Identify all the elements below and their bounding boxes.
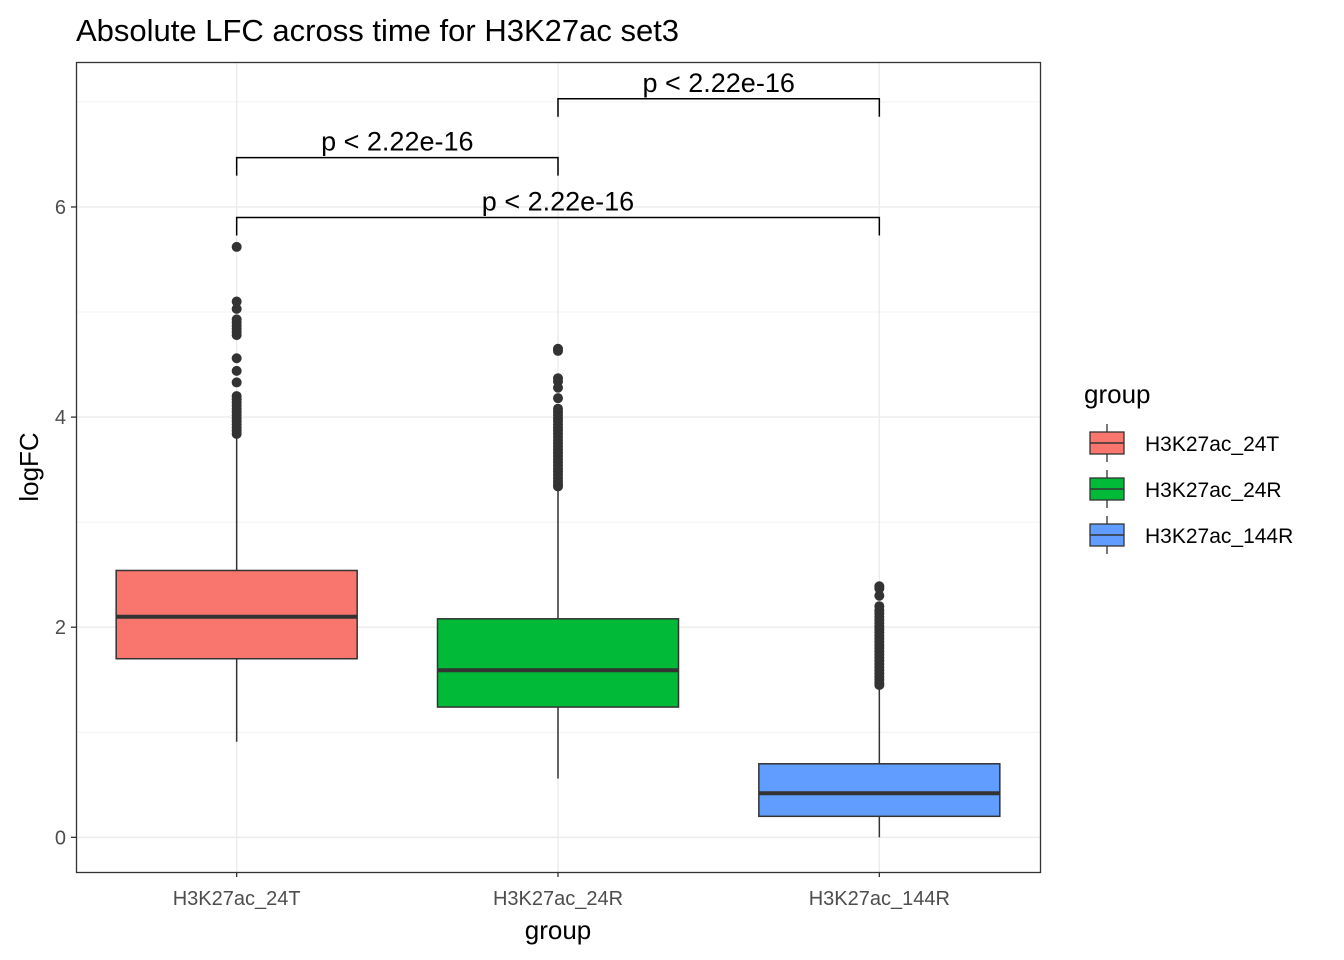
legend-item: H3K27ac_144R — [1089, 516, 1293, 554]
box-iqr — [436, 618, 680, 708]
y-axis-label: logFC — [14, 432, 44, 501]
significance-bracket: p < 2.22e-16 — [235, 127, 559, 176]
bracket-line — [557, 98, 881, 117]
significance-bracket: p < 2.22e-16 — [557, 68, 881, 117]
legend-item: H3K27ac_24R — [1089, 470, 1282, 508]
outlier-point — [874, 679, 885, 690]
outlier-point — [553, 481, 563, 492]
chart-title: Absolute LFC across time for H3K27ac set… — [76, 13, 679, 48]
outlier-point — [231, 353, 242, 364]
legend-item: H3K27ac_24T — [1089, 424, 1279, 462]
legend-label: H3K27ac_24T — [1145, 433, 1279, 456]
outlier-point — [874, 583, 885, 594]
y-tick-label: 2 — [55, 617, 66, 639]
x-axis-label: group — [525, 915, 592, 945]
outlier-point — [231, 377, 242, 388]
plot-marks: p < 2.22e-16 p < 2.22e-16 p < 2.22e-16 — [115, 68, 1001, 838]
outlier-point — [231, 296, 242, 307]
outlier-point — [231, 365, 242, 376]
box-iqr — [115, 569, 358, 660]
outlier-point — [874, 590, 885, 601]
outlier-point — [553, 393, 563, 404]
x-tick-label: H3K27ac_144R — [809, 888, 950, 910]
legend: group H3K27ac_24T H3K27ac_24R H3K27ac_144R — [1084, 379, 1293, 554]
y-tick-label: 0 — [55, 827, 66, 849]
outlier-point — [231, 330, 242, 341]
bracket-line — [235, 216, 881, 236]
box-H3K27ac_144R — [758, 581, 1001, 838]
box-iqr — [758, 763, 1001, 818]
bracket-line — [235, 156, 559, 176]
outlier-point — [231, 241, 242, 252]
legend-label: H3K27ac_24R — [1145, 479, 1282, 502]
x-tick-label: H3K27ac_24R — [493, 888, 623, 910]
outlier-point — [231, 428, 242, 439]
p-value-label: p < 2.22e-16 — [482, 186, 634, 216]
box-H3K27ac_24R — [436, 343, 680, 779]
p-value-label: p < 2.22e-16 — [642, 68, 794, 98]
legend-label: H3K27ac_144R — [1145, 525, 1293, 548]
legend-title: group — [1084, 379, 1151, 409]
x-tick-label: H3K27ac_24T — [173, 888, 301, 910]
p-value-label: p < 2.22e-16 — [321, 127, 473, 157]
y-tick-label: 6 — [55, 197, 66, 219]
axes: 0 2 4 6 H3K27ac_24T H3K27ac_24R H3K27ac_144R — [55, 197, 950, 910]
outlier-point — [553, 345, 563, 356]
y-tick-label: 4 — [55, 407, 66, 429]
significance-bracket: p < 2.22e-16 — [235, 186, 881, 236]
box-H3K27ac_24T — [115, 241, 358, 742]
outlier-point — [553, 382, 563, 393]
outlier-point — [231, 303, 242, 314]
